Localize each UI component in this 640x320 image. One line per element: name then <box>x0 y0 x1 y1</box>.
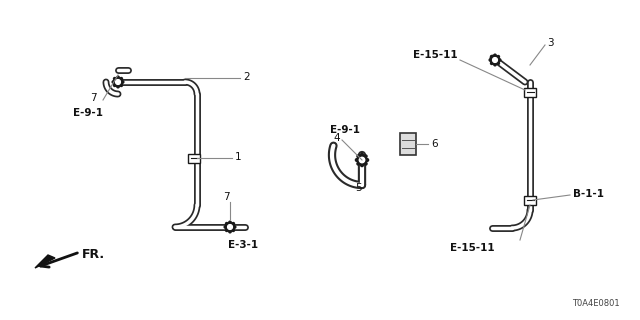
Circle shape <box>229 221 231 224</box>
Circle shape <box>364 162 367 165</box>
Circle shape <box>497 62 499 65</box>
Text: 7: 7 <box>90 93 97 103</box>
Text: E-9-1: E-9-1 <box>330 125 360 135</box>
Circle shape <box>116 85 119 88</box>
Text: 7: 7 <box>223 192 230 202</box>
FancyBboxPatch shape <box>524 87 536 97</box>
Text: E-9-1: E-9-1 <box>73 108 103 118</box>
Circle shape <box>364 155 367 158</box>
Text: 1: 1 <box>235 152 242 162</box>
Circle shape <box>226 223 234 231</box>
Circle shape <box>114 78 122 86</box>
Circle shape <box>491 56 499 64</box>
Circle shape <box>228 225 232 229</box>
Text: 6: 6 <box>431 139 438 149</box>
Circle shape <box>225 222 228 225</box>
Circle shape <box>116 76 119 79</box>
Circle shape <box>120 84 122 86</box>
Text: T0A4E0801: T0A4E0801 <box>572 299 620 308</box>
Bar <box>400 133 416 155</box>
Polygon shape <box>35 255 55 268</box>
Circle shape <box>224 226 227 228</box>
Circle shape <box>357 155 360 158</box>
Circle shape <box>359 157 365 163</box>
Circle shape <box>232 222 234 225</box>
FancyBboxPatch shape <box>188 154 200 163</box>
Circle shape <box>493 58 497 62</box>
Circle shape <box>489 59 492 61</box>
Circle shape <box>234 226 236 228</box>
Circle shape <box>232 229 234 231</box>
Text: E-15-11: E-15-11 <box>450 243 495 253</box>
FancyBboxPatch shape <box>524 196 536 204</box>
Text: E-15-11: E-15-11 <box>413 50 458 60</box>
Circle shape <box>361 164 364 167</box>
Circle shape <box>490 55 493 58</box>
Text: 3: 3 <box>547 38 554 48</box>
Circle shape <box>494 54 496 57</box>
Circle shape <box>112 81 115 83</box>
Circle shape <box>116 80 120 84</box>
Text: B-1-1: B-1-1 <box>573 189 604 199</box>
Circle shape <box>490 62 493 65</box>
Circle shape <box>120 77 122 80</box>
Circle shape <box>225 229 228 231</box>
Circle shape <box>357 155 367 165</box>
Circle shape <box>113 84 116 86</box>
Circle shape <box>355 159 358 161</box>
Circle shape <box>497 55 499 58</box>
Circle shape <box>494 63 496 66</box>
Circle shape <box>357 162 360 165</box>
Text: E-3-1: E-3-1 <box>228 240 258 250</box>
Circle shape <box>499 59 501 61</box>
Text: 5: 5 <box>355 183 362 193</box>
Circle shape <box>366 159 369 161</box>
Circle shape <box>122 81 124 83</box>
Circle shape <box>113 77 116 80</box>
Text: 2: 2 <box>243 72 250 82</box>
Circle shape <box>229 230 231 233</box>
Text: FR.: FR. <box>82 249 105 261</box>
Circle shape <box>361 153 364 156</box>
Text: 4: 4 <box>333 133 340 143</box>
